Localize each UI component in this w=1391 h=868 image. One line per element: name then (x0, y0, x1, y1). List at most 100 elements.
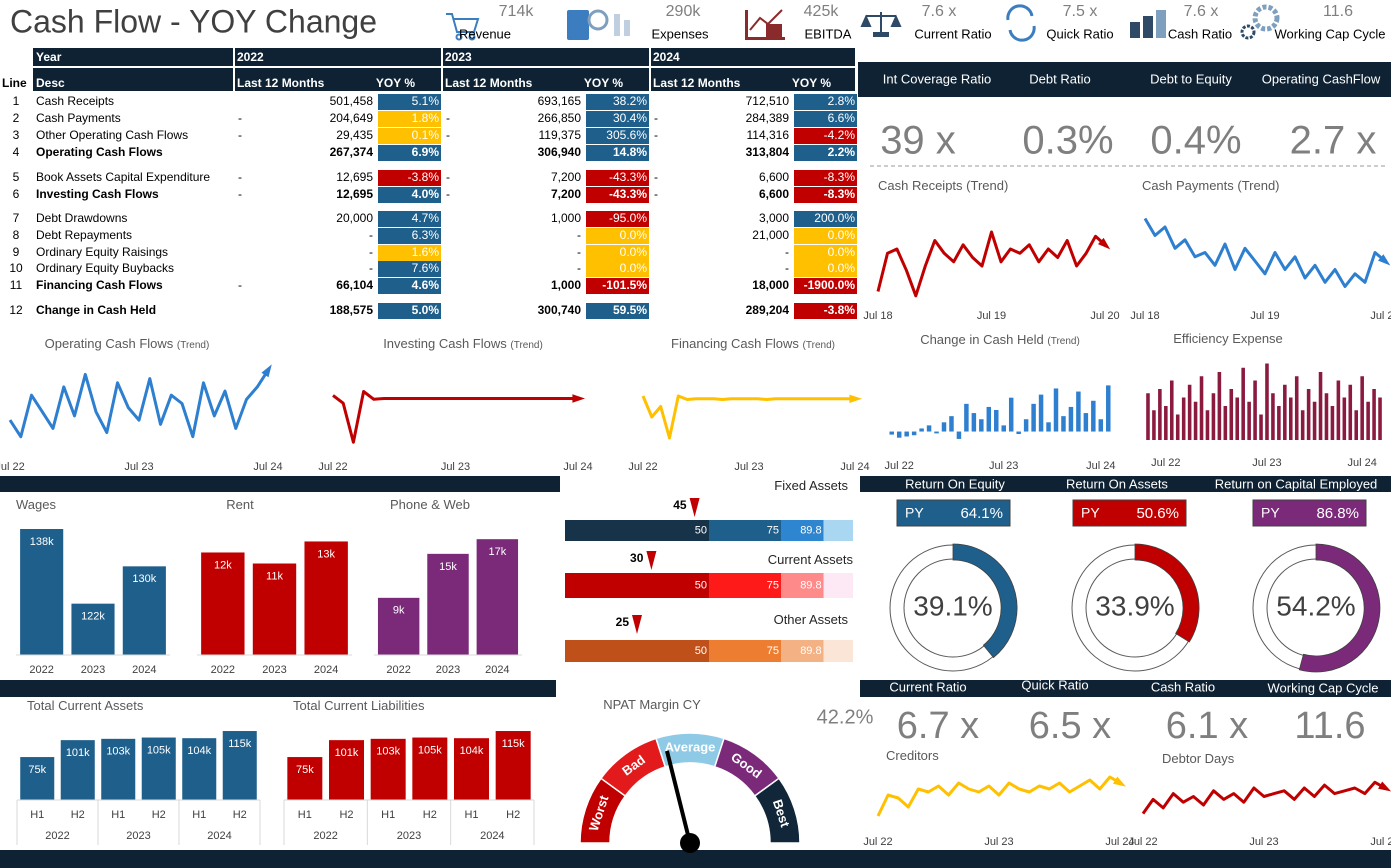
kpi-value: 290k (666, 3, 702, 20)
row-desc: Ordinary Equity Buybacks (36, 261, 174, 275)
data-label: 104k (187, 745, 211, 757)
cell-yoy: 305.6% (606, 128, 647, 142)
yoy-bg (586, 111, 649, 127)
x-tick-label: 2023 (81, 664, 105, 676)
yoy-bg (586, 278, 649, 294)
bar (1336, 380, 1341, 440)
bar (1277, 406, 1281, 440)
dash: - (446, 128, 450, 142)
ratio-value: 6.1 x (1166, 705, 1248, 747)
dash: - (654, 128, 658, 142)
data-label: 104k (460, 745, 484, 757)
kpi-value: 425k (804, 3, 840, 20)
kpi-value: 7.5 x (1063, 3, 1098, 20)
bar (1318, 372, 1323, 440)
bar (1330, 406, 1335, 440)
bullet-band (781, 520, 824, 541)
bar (986, 406, 992, 432)
ratio-value: 6.7 x (897, 705, 979, 747)
yoy-bg (794, 303, 857, 319)
cell-yoy: 0.1% (412, 128, 440, 142)
data-label: 101k (335, 747, 359, 759)
line-number: 8 (13, 228, 20, 242)
cell-value: 1,000 (551, 278, 581, 292)
bar (1247, 401, 1251, 440)
band-label: 50 (695, 579, 707, 591)
bar (1152, 410, 1156, 440)
cell-yoy: 7.6% (412, 261, 440, 275)
cell-yoy: 4.0% (412, 187, 440, 201)
cell-value: 114,316 (747, 128, 790, 142)
trend-line (1141, 780, 1386, 815)
chart-title-text: Fixed Assets (774, 478, 848, 493)
x-tick-label: Jul 22 (1128, 836, 1157, 848)
ratio-value: 0.4% (1150, 119, 1241, 163)
x-tick-label: Jul 18 (1130, 310, 1159, 322)
ratio-label: Quick Ratio (1021, 677, 1088, 692)
bar (1091, 400, 1096, 432)
cell-yoy: 38.2% (613, 94, 647, 108)
chart-title: Phone & Web (390, 497, 470, 512)
row-desc: Change in Cash Held (36, 303, 156, 317)
yoy-bg (378, 245, 441, 261)
header-yoy: YOY % (376, 76, 415, 90)
header-line: Line (2, 76, 27, 90)
bar (1053, 388, 1059, 432)
chart-title: Wages (16, 497, 56, 512)
bar (304, 541, 348, 655)
dash: - (238, 278, 242, 292)
data-label: 138k (30, 536, 54, 548)
yoy-bg (586, 303, 649, 319)
x-tick-label: H2 (233, 809, 247, 821)
bar (904, 431, 909, 437)
row-desc: Book Assets Capital Expenditure (36, 170, 210, 184)
bar (427, 553, 469, 655)
bar (252, 563, 297, 655)
x-tick-label: H1 (381, 809, 395, 821)
group-label: 2023 (126, 830, 150, 842)
bar (1098, 419, 1104, 432)
kpi-label: Working Cap Cycle (1274, 26, 1385, 41)
data-label: 9k (393, 605, 405, 617)
bar (1158, 389, 1162, 440)
bullet-band (823, 640, 853, 662)
bar (1001, 425, 1006, 432)
cell-yoy: 30.4% (613, 111, 647, 125)
yoy-bg (378, 94, 441, 110)
icon-cart (446, 13, 480, 41)
bar (412, 737, 448, 800)
arrow-head (1378, 254, 1391, 266)
band (0, 476, 560, 492)
cell-value: 289,204 (746, 303, 790, 317)
bar (495, 731, 531, 800)
bullet-band (823, 520, 853, 541)
donut-value: 39.1% (913, 590, 992, 621)
bar (1348, 384, 1353, 440)
cell-value: - (369, 261, 373, 275)
band-label: 75 (767, 579, 779, 591)
x-tick-label: H2 (339, 809, 353, 821)
kpi-label: Current Ratio (914, 26, 991, 41)
ratio-value: 39 x (880, 119, 956, 163)
cell-value: - (369, 228, 373, 242)
cell-value: 7,200 (551, 187, 581, 201)
x-tick-label: Jul 20 (1370, 310, 1391, 322)
bar (377, 597, 420, 655)
kpi-label: Cash Ratio (1168, 26, 1232, 41)
target-label: 25 (616, 615, 630, 629)
cell-yoy: -95.0% (609, 211, 647, 225)
bar (20, 529, 64, 655)
header-desc: Desc (36, 76, 65, 90)
table-header-bg (235, 48, 441, 66)
arrow-head (1113, 776, 1126, 787)
donut-arc (1134, 543, 1200, 643)
bar (370, 738, 406, 800)
ratio-value: 2.7 x (1290, 119, 1377, 163)
cell-value: - (577, 245, 581, 259)
cell-value: 12,695 (336, 187, 373, 201)
py-value: 64.1% (960, 505, 1003, 522)
dash: - (654, 111, 658, 125)
yoy-bg (794, 228, 857, 244)
x-tick-label: H1 (192, 809, 206, 821)
bullet-band (565, 640, 709, 662)
